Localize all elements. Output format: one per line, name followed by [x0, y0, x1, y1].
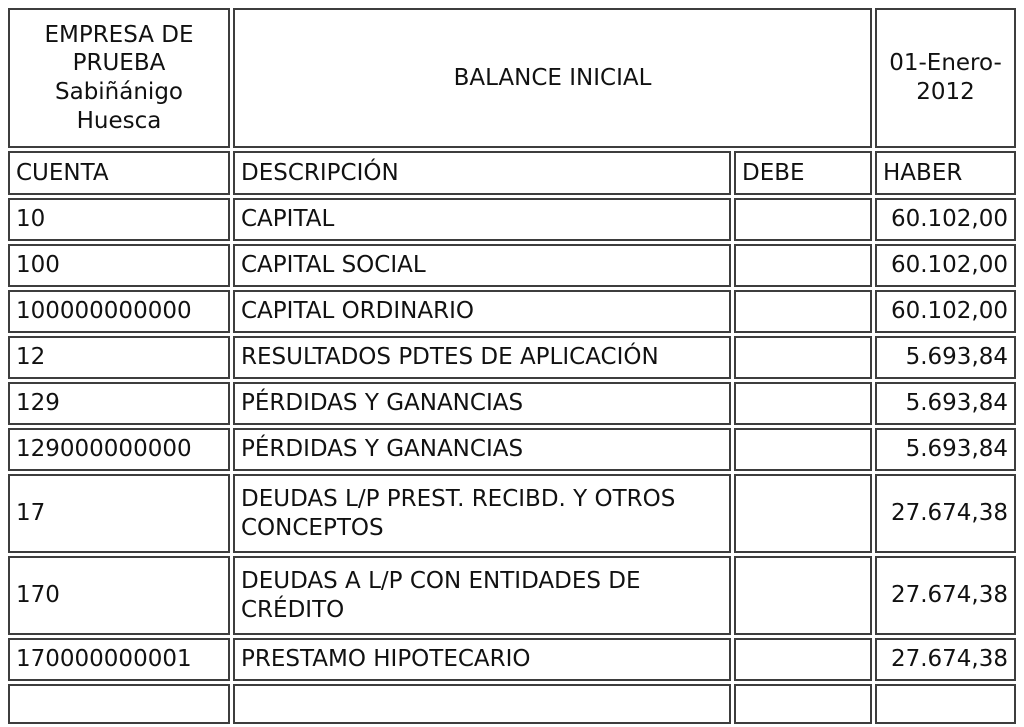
balance-table: EMPRESA DE PRUEBA Sabiñánigo Huesca BALA…: [5, 5, 1019, 727]
haber-cell: 60.102,00: [875, 244, 1017, 287]
cuenta-cell: 10: [8, 198, 230, 241]
haber-cell: 60.102,00: [875, 290, 1017, 333]
column-header-haber: HABER: [875, 151, 1017, 195]
descripcion-cell: DEUDAS A L/P CON ENTIDADES DE CRÉDITO: [233, 556, 731, 635]
descripcion-cell: CAPITAL: [233, 198, 731, 241]
cuenta-cell: 129: [8, 382, 230, 425]
haber-cell: 5.693,84: [875, 382, 1017, 425]
report-header-row: EMPRESA DE PRUEBA Sabiñánigo Huesca BALA…: [8, 8, 1017, 148]
debe-cell: [734, 428, 873, 471]
report-title: BALANCE INICIAL: [233, 8, 873, 148]
debe-cell: [734, 198, 873, 241]
debe-cell: [734, 556, 873, 635]
descripcion-cell: [233, 684, 731, 724]
haber-cell: 5.693,84: [875, 428, 1017, 471]
company-cell: EMPRESA DE PRUEBA Sabiñánigo Huesca: [8, 8, 230, 148]
debe-cell: [734, 290, 873, 333]
debe-cell: [734, 244, 873, 287]
table-row: 12 RESULTADOS PDTES DE APLICACIÓN 5.693,…: [8, 336, 1017, 379]
haber-cell: 60.102,00: [875, 198, 1017, 241]
cuenta-cell: 170000000001: [8, 638, 230, 681]
cuenta-cell: 17: [8, 474, 230, 553]
debe-cell: [734, 638, 873, 681]
table-row: 170000000001 PRESTAMO HIPOTECARIO 27.674…: [8, 638, 1017, 681]
cuenta-cell: 170: [8, 556, 230, 635]
table-body: EMPRESA DE PRUEBA Sabiñánigo Huesca BALA…: [8, 8, 1017, 724]
partial-next-row: [8, 684, 1017, 724]
column-header-descripcion: DESCRIPCIÓN: [233, 151, 731, 195]
table-row: 170 DEUDAS A L/P CON ENTIDADES DE CRÉDIT…: [8, 556, 1017, 635]
debe-cell: [734, 336, 873, 379]
table-row: 129000000000 PÉRDIDAS Y GANANCIAS 5.693,…: [8, 428, 1017, 471]
table-row: 10 CAPITAL 60.102,00: [8, 198, 1017, 241]
haber-cell: 5.693,84: [875, 336, 1017, 379]
table-row: 100 CAPITAL SOCIAL 60.102,00: [8, 244, 1017, 287]
company-city: Sabiñánigo: [55, 79, 183, 105]
cuenta-cell: 12: [8, 336, 230, 379]
debe-cell: [734, 684, 873, 724]
column-header-cuenta: CUENTA: [8, 151, 230, 195]
debe-cell: [734, 382, 873, 425]
company-name: EMPRESA DE PRUEBA: [44, 21, 194, 77]
debe-cell: [734, 474, 873, 553]
column-header-row: CUENTA DESCRIPCIÓN DEBE HABER: [8, 151, 1017, 195]
descripcion-cell: DEUDAS L/P PREST. RECIBD. Y OTROS CONCEP…: [233, 474, 731, 553]
page: { "colors": { "border": "#3d3d3d", "text…: [0, 5, 1024, 724]
column-header-debe: DEBE: [734, 151, 873, 195]
descripcion-cell: PÉRDIDAS Y GANANCIAS: [233, 382, 731, 425]
haber-cell: 27.674,38: [875, 638, 1017, 681]
haber-cell: 27.674,38: [875, 474, 1017, 553]
table-row: 17 DEUDAS L/P PREST. RECIBD. Y OTROS CON…: [8, 474, 1017, 553]
cuenta-cell: 100000000000: [8, 290, 230, 333]
cuenta-cell: [8, 684, 230, 724]
cuenta-cell: 129000000000: [8, 428, 230, 471]
table-row: 100000000000 CAPITAL ORDINARIO 60.102,00: [8, 290, 1017, 333]
descripcion-cell: CAPITAL ORDINARIO: [233, 290, 731, 333]
report-date: 01-Enero-2012: [875, 8, 1017, 148]
haber-cell: [875, 684, 1017, 724]
table-row: 129 PÉRDIDAS Y GANANCIAS 5.693,84: [8, 382, 1017, 425]
descripcion-cell: RESULTADOS PDTES DE APLICACIÓN: [233, 336, 731, 379]
descripcion-cell: PRESTAMO HIPOTECARIO: [233, 638, 731, 681]
descripcion-cell: CAPITAL SOCIAL: [233, 244, 731, 287]
cuenta-cell: 100: [8, 244, 230, 287]
company-province: Huesca: [76, 107, 162, 134]
haber-cell: 27.674,38: [875, 556, 1017, 635]
descripcion-cell: PÉRDIDAS Y GANANCIAS: [233, 428, 731, 471]
